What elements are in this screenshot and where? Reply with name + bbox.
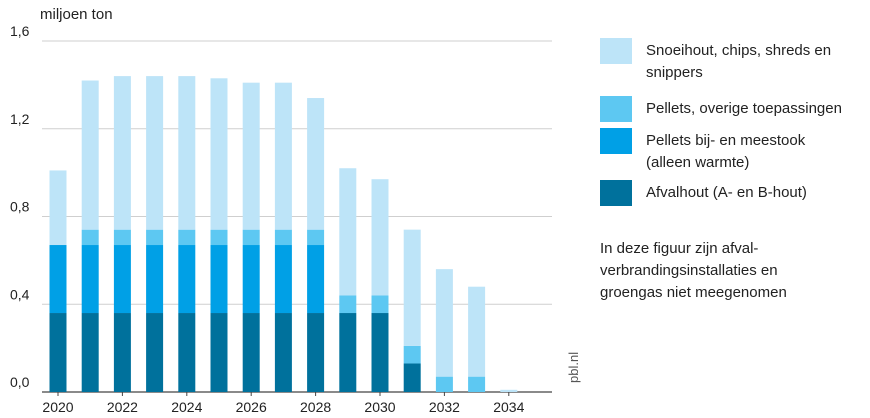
- x-tick-label: 2024: [171, 399, 202, 415]
- y-tick-label: 1,2: [10, 111, 30, 127]
- bar-segment: [435, 376, 453, 392]
- bar-segment: [113, 313, 131, 392]
- bar-segment: [435, 269, 453, 377]
- x-tick-label: 2034: [493, 399, 524, 415]
- x-tick-label: 2026: [236, 399, 267, 415]
- bar-segment: [81, 80, 99, 230]
- bar-segment: [81, 245, 99, 314]
- bar-segment: [242, 229, 260, 246]
- bar-segment: [146, 76, 164, 230]
- bar-segment: [403, 345, 421, 364]
- legend-label: Snoeihout, chips, shreds en snippers: [646, 42, 832, 81]
- legend-swatch: [600, 38, 632, 64]
- legend-label: Pellets, overige toepassingen: [646, 100, 842, 117]
- bar-segment: [81, 229, 99, 246]
- bar-segment: [339, 295, 357, 314]
- x-tick-label: 2030: [364, 399, 395, 415]
- bar-segment: [178, 76, 196, 230]
- bar-segment: [210, 245, 228, 314]
- bar-segment: [113, 76, 131, 230]
- bar-segment: [146, 245, 164, 314]
- bar-segment: [403, 363, 421, 392]
- bar-segment: [274, 229, 292, 246]
- chart-note: In deze figuur zijn afval- verbrandingsi…: [600, 240, 787, 301]
- x-tick-label: 2032: [429, 399, 460, 415]
- source-label: pbl.nl: [566, 351, 581, 383]
- bar-segment: [307, 313, 325, 392]
- bar-segment: [49, 313, 67, 392]
- bar-segment: [500, 389, 518, 392]
- bar-segment: [371, 179, 389, 296]
- bar-segment: [339, 168, 357, 296]
- bar-segment: [274, 245, 292, 314]
- legend-swatch: [600, 96, 632, 122]
- bar-segment: [81, 313, 99, 392]
- bar-segment: [274, 313, 292, 392]
- bar-segment: [307, 98, 325, 230]
- bar-segment: [178, 245, 196, 314]
- bar-segment: [49, 170, 67, 246]
- bar-segment: [242, 245, 260, 314]
- bar-segment: [371, 313, 389, 392]
- bar-segment: [468, 376, 486, 392]
- bar-segment: [146, 313, 164, 392]
- bar-segment: [178, 313, 196, 392]
- y-axis-unit-label: miljoen ton: [40, 6, 113, 23]
- legend-item: Afvalhout (A- en B-hout): [600, 180, 807, 206]
- bar-segment: [49, 245, 67, 314]
- bar-segment: [339, 313, 357, 392]
- bar-segment: [242, 313, 260, 392]
- x-tick-label: 2022: [107, 399, 138, 415]
- bar-segment: [113, 229, 131, 246]
- legend-label: Afvalhout (A- en B-hout): [646, 184, 807, 201]
- bar-segment: [146, 229, 164, 246]
- bar-segment: [210, 313, 228, 392]
- bar-segment: [242, 82, 260, 230]
- bar-segment: [307, 229, 325, 246]
- legend-label: Pellets bij- en meestook (alleen warmte): [646, 132, 806, 171]
- y-tick-label: 0,0: [10, 374, 30, 390]
- y-tick-label: 0,8: [10, 199, 30, 215]
- bar-segment: [113, 245, 131, 314]
- legend-item: Pellets bij- en meestook (alleen warmte): [600, 128, 805, 174]
- bar-segment: [210, 78, 228, 230]
- x-tick-label: 2028: [300, 399, 331, 415]
- legend-item: Pellets, overige toepassingen: [600, 96, 842, 122]
- bar-segment: [274, 82, 292, 230]
- bar-segment: [178, 229, 196, 246]
- legend-swatch: [600, 128, 632, 154]
- bar-segment: [210, 229, 228, 246]
- legend-swatch: [600, 180, 632, 206]
- bar-segment: [468, 286, 486, 377]
- x-tick-label: 2020: [42, 399, 73, 415]
- bar-segment: [403, 229, 421, 346]
- legend-item: Snoeihout, chips, shreds en snippers: [600, 38, 831, 84]
- y-tick-label: 0,4: [10, 286, 30, 302]
- bar-segment: [371, 295, 389, 314]
- bar-segment: [307, 245, 325, 314]
- y-tick-label: 1,6: [10, 23, 30, 39]
